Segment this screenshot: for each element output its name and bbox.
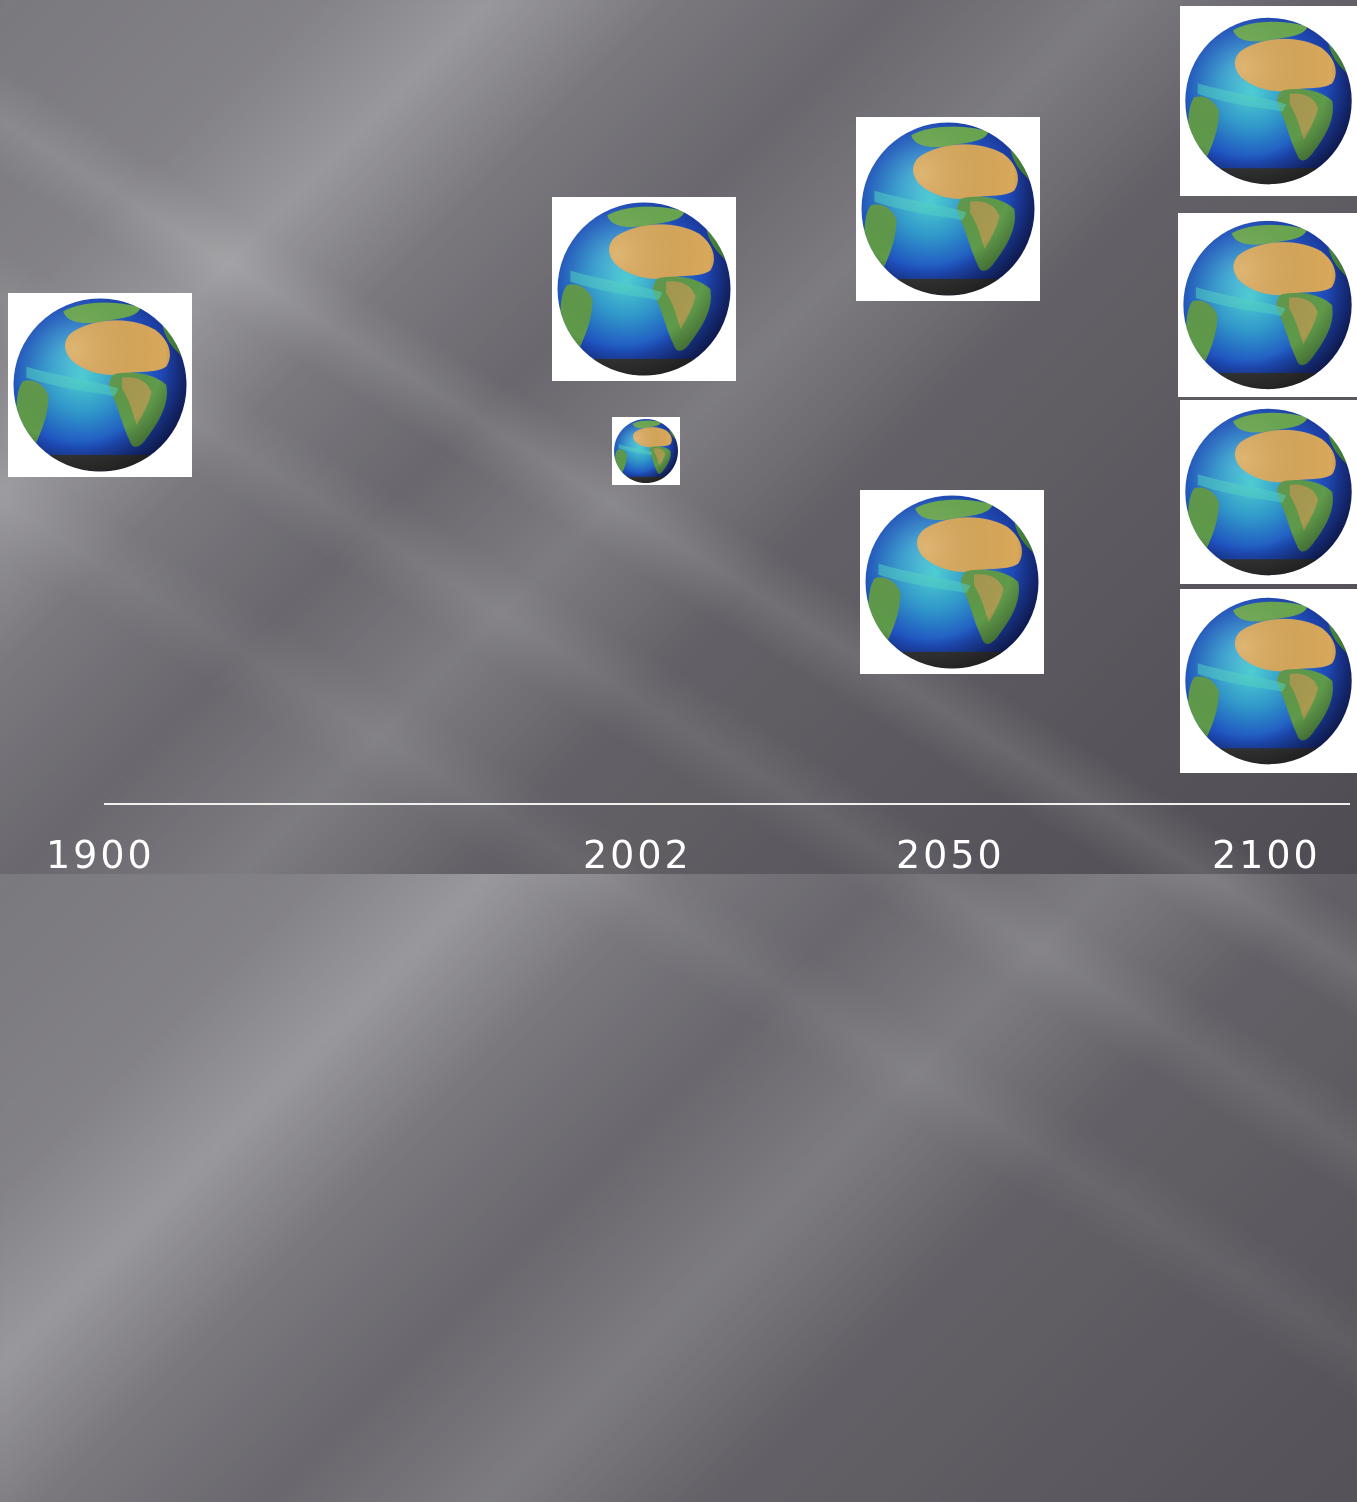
year-label-2100: 2100 <box>1212 833 1321 877</box>
year-label-2050: 2050 <box>896 833 1005 877</box>
earth-globe-icon <box>1180 589 1357 773</box>
globe-2100-4 <box>1180 589 1357 773</box>
globe-2002-small <box>612 417 680 485</box>
earth-globe-icon <box>1180 400 1357 584</box>
earth-globe-icon <box>1180 6 1357 196</box>
earth-globe-icon <box>1178 213 1357 397</box>
globe-2100-3 <box>1180 400 1357 584</box>
earth-globe-icon <box>552 197 736 381</box>
globe-2100-1 <box>1180 6 1357 196</box>
earth-globe-icon <box>8 293 192 477</box>
earth-globe-icon <box>612 417 680 485</box>
year-label-2002: 2002 <box>583 833 692 877</box>
globe-2050-lower <box>860 490 1044 674</box>
globe-2002-large <box>552 197 736 381</box>
globe-2100-2 <box>1178 213 1357 397</box>
earth-globe-icon <box>856 117 1040 301</box>
globe-1900 <box>8 293 192 477</box>
globe-2050-upper <box>856 117 1040 301</box>
timeline-axis <box>104 803 1350 805</box>
year-label-1900: 1900 <box>46 833 155 877</box>
earth-globe-icon <box>860 490 1044 674</box>
